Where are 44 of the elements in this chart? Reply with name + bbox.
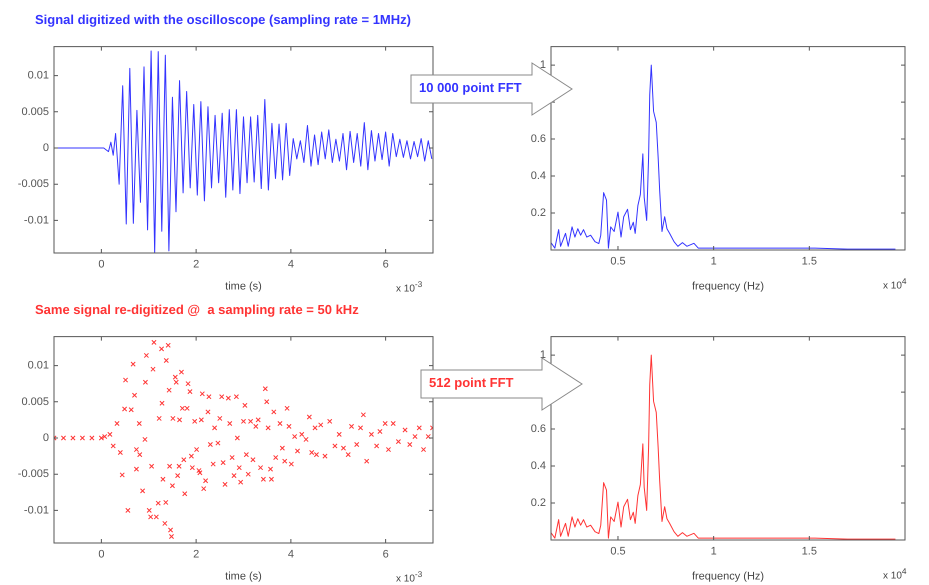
chart-title: Same signal re-digitized @ a sampling rate = 50 kHz (35, 302, 359, 317)
x-tick-label: 0 (98, 548, 104, 561)
annotation: 512 point FFT (429, 375, 514, 390)
x-tick-label: 4 (288, 548, 294, 561)
y-tick-label: -0.01 (24, 214, 49, 226)
x-tick-label: 1.5 (802, 256, 817, 268)
annotation: 10 000 point FFT (419, 80, 522, 95)
x-axis-title: time (s) (225, 570, 262, 582)
text: x 10$^{4}$ (883, 566, 907, 582)
x-tick-label: 2 (193, 258, 200, 271)
x-tick-label: 0.5 (610, 256, 626, 268)
y-tick-label: 0.005 (21, 106, 49, 118)
y-tick-label: -0.01 (24, 504, 49, 516)
y-tick-label: 0.4 (530, 170, 546, 182)
x-tick-label: 6 (382, 548, 389, 561)
text: x 10$^{-3}$ (396, 279, 422, 294)
x-tick-label: 4 (288, 258, 294, 271)
y-tick-label: 1 (540, 59, 546, 72)
x-axis-title: frequency (Hz) (692, 280, 764, 292)
chart-title: Signal digitized with the oscilloscope (sampling rate = 1MHz) (35, 12, 411, 27)
y-tick-label: 0.6 (530, 133, 546, 146)
y-tick-label: 1 (540, 349, 546, 362)
x-tick-label: 0.5 (610, 546, 626, 558)
y-tick-label: 0.2 (530, 207, 546, 220)
y-tick-label: 0.01 (28, 70, 49, 82)
y-tick-label: 0.005 (21, 396, 49, 408)
x-tick-label: 6 (382, 258, 389, 271)
text: x 10$^{-3}$ (396, 569, 422, 584)
y-tick-label: 0.2 (530, 497, 546, 510)
x-axis-title: time (s) (225, 280, 262, 292)
x-tick-label: 2 (193, 548, 200, 561)
y-tick-label: 0.01 (28, 360, 49, 372)
x-tick-label: 1 (710, 546, 717, 558)
text: x 10$^{4}$ (883, 276, 907, 292)
y-tick-label: -0.005 (18, 468, 49, 480)
x-tick-label: 0 (98, 258, 104, 271)
y-tick-label: 0 (42, 432, 49, 444)
x-tick-label: 1.5 (802, 546, 817, 558)
x-axis-title: frequency (Hz) (692, 570, 764, 582)
y-tick-label: 0.4 (530, 460, 546, 472)
y-tick-label: -0.005 (18, 178, 49, 190)
x-tick-label: 1 (710, 256, 717, 268)
y-tick-label: 0.6 (530, 423, 546, 436)
y-tick-label: 0 (42, 142, 49, 154)
